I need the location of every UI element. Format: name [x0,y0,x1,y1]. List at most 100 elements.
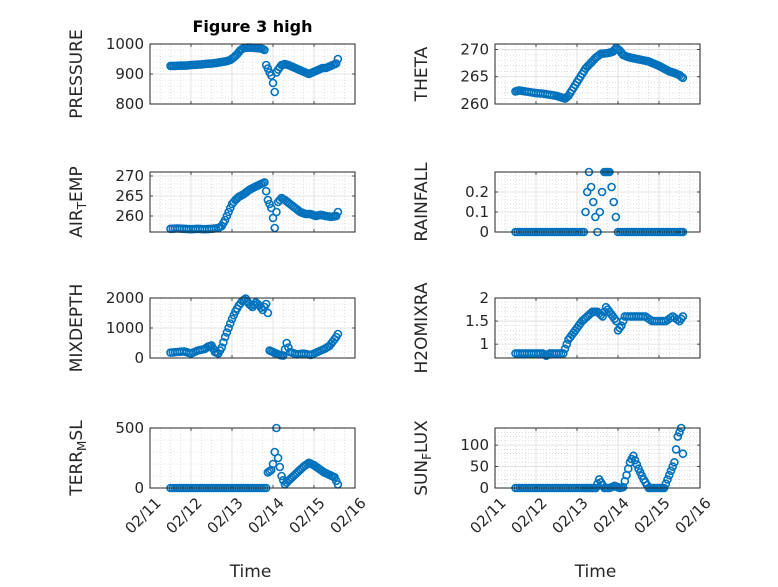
y-axis-label: PRESSURE [67,29,87,118]
y-tick-label: 1000 [106,319,144,337]
x-tick-label: 02/16 [671,494,714,537]
data-point [333,54,343,64]
data-point [664,470,674,480]
axes-box [149,171,356,233]
y-axis-label: THETA [412,46,432,102]
x-tick-label: 02/11 [121,494,164,537]
data-point [270,87,280,97]
data-point [268,78,278,88]
x-tick-label: 02/13 [203,494,246,537]
chart-title: Figure 3 high [193,17,313,36]
series-points [511,302,688,360]
y-tick-label: 800 [115,95,144,113]
series-points [166,294,343,360]
axes-box [494,43,701,105]
y-axis-label: H2OMIXRA [412,282,432,373]
data-point [277,471,286,481]
axes-box [494,297,701,359]
data-point [611,212,621,222]
data-point [610,45,619,55]
axes-box [149,297,356,359]
y-tick-label: 2 [479,289,489,307]
data-point [260,178,269,187]
data-point [678,449,688,459]
y-tick-label: 2000 [106,289,144,307]
y-tick-label: 500 [115,419,144,437]
x-tick-label: 02/15 [630,494,673,537]
data-point [219,337,228,347]
data-point [284,343,293,352]
data-point [217,343,227,352]
data-point [661,479,671,489]
y-axis-label: MIXDEPTH [67,284,87,373]
data-point [273,453,283,463]
y-tick-label: 265 [115,187,144,205]
subplot-5: 0 1000 2000 MIXDEPTH [67,284,356,373]
data-point [675,427,684,437]
y-axis-label: AIRTEMP [67,166,89,237]
data-point [562,339,572,349]
subplot-1: 800 900 1000 PRESSURE Figure 3 high [67,17,356,119]
data-point [261,299,271,309]
data-point [333,329,343,339]
data-point [263,195,273,205]
data-point [220,332,230,342]
y-tick-label: 0.2 [465,183,489,201]
y-tick-label: 900 [115,65,144,83]
y-tick-label: 100 [460,436,489,454]
data-point [632,460,642,469]
data-point [666,466,676,476]
data-point [591,212,600,222]
y-axis-label: TERRMSL [67,420,89,497]
data-point [559,349,568,358]
x-tick-label: 02/11 [466,494,509,537]
data-point [595,207,605,217]
axes-box [494,171,701,233]
data-point [629,451,638,461]
subplot-3: 260 265 270 AIRTEMP [67,166,356,238]
data-point [282,338,291,348]
series-points [511,43,688,103]
y-axis-label: RAINFALL [412,162,432,242]
y-tick-label: 260 [115,207,144,225]
y-axis-label: SUNFLUX [412,420,434,496]
y-tick-label: 0.1 [465,203,489,221]
y-tick-label: 265 [460,68,489,86]
data-point [224,323,233,333]
minor-grid [150,428,355,488]
x-tick-label: 02/14 [589,494,632,537]
data-point [678,73,688,83]
data-point [560,344,570,354]
x-tick-label: 02/12 [162,494,205,537]
x-tick-label: 02/16 [326,494,369,537]
y-tick-label: 0 [479,479,489,497]
y-tick-label: 1000 [106,35,144,53]
data-point [275,462,285,472]
axes-box [149,43,356,105]
subplot-8: 0 50 100 SUNFLUX 02/1102/1202/1302/1402/1502… [412,420,715,582]
data-point [225,319,235,328]
data-point [265,199,274,209]
subplot-6: 1 1.5 2 H2OMIXRA [412,282,701,374]
data-point [586,182,596,192]
y-tick-label: 260 [460,95,489,113]
data-point [222,211,232,221]
axes-box [149,427,356,489]
data-point [598,312,607,321]
data-point [261,186,271,196]
data-point [609,197,619,207]
subplot-4: 0 0.1 0.2 RAINFALL [412,162,701,242]
data-point [670,457,679,467]
data-point [673,432,683,441]
x-axis-label: Time [574,562,617,582]
x-axis-label: Time [229,562,272,582]
data-point [678,312,688,321]
data-point [331,59,341,68]
minor-grid [150,171,355,233]
y-tick-label: 1.5 [465,312,489,330]
minor-grid [495,298,700,359]
y-tick-label: 270 [115,167,144,185]
y-tick-label: 0 [134,479,144,497]
